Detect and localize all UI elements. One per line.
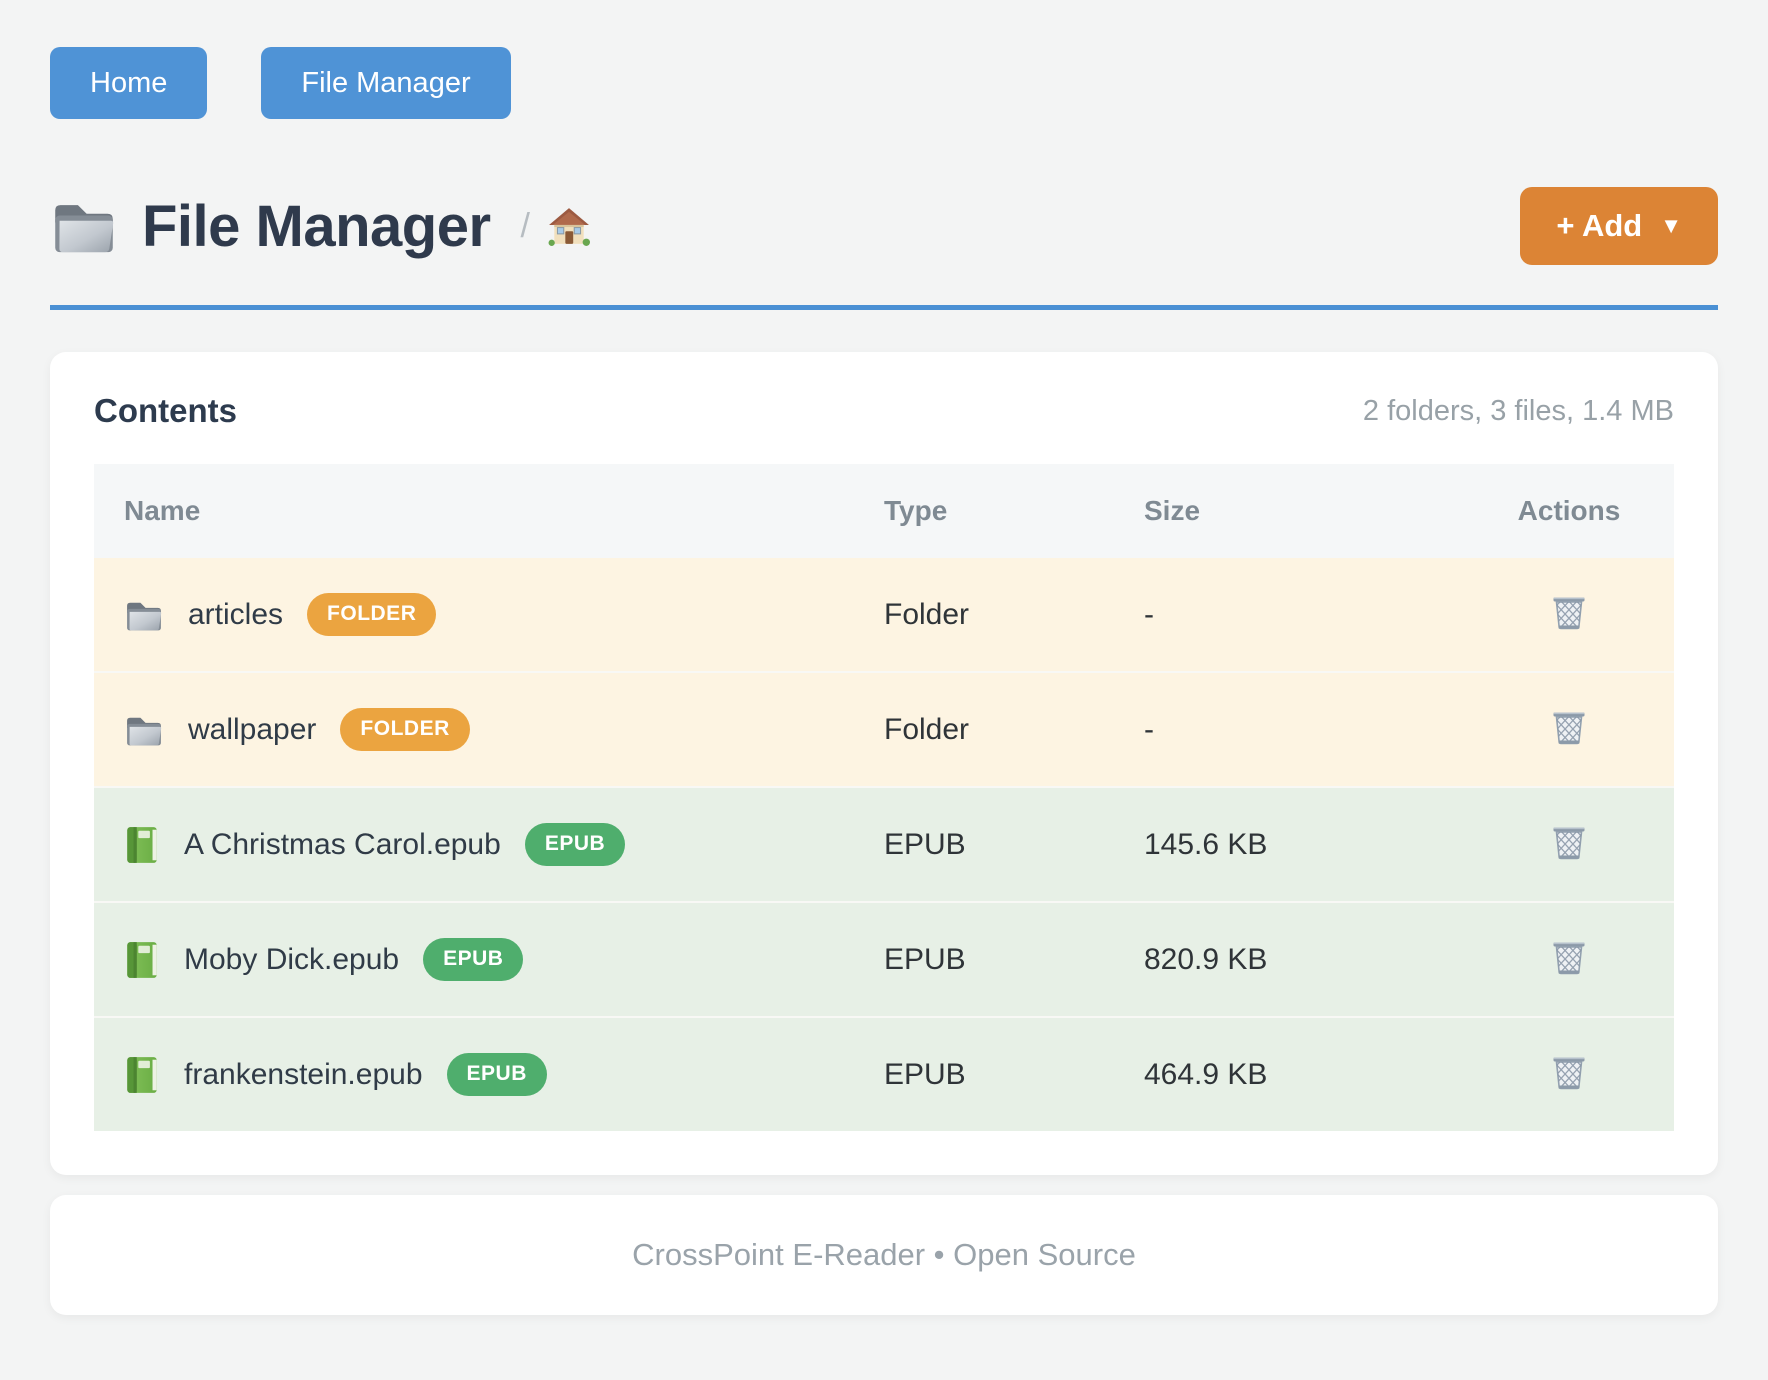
type-cell: EPUB (864, 786, 1124, 902)
column-header-actions: Actions (1464, 464, 1674, 558)
folder-badge: FOLDER (307, 593, 437, 636)
type-cell: Folder (864, 558, 1124, 672)
item-name-link[interactable]: A Christmas Carol.epub (184, 827, 501, 861)
table-row-wallpaper: wallpaper FOLDER Folder - (94, 671, 1674, 787)
name-cell: A Christmas Carol.epub EPUB (94, 786, 864, 902)
folder-icon (50, 195, 118, 257)
size-cell: - (1124, 671, 1464, 787)
trash-icon (1550, 821, 1588, 861)
house-icon (548, 205, 590, 247)
epub-badge: EPUB (446, 1053, 547, 1096)
table-row-frankenstein: frankenstein.epub EPUB EPUB 464.9 KB (94, 1016, 1674, 1131)
book-icon (124, 825, 160, 865)
delete-button[interactable] (1550, 706, 1588, 746)
delete-button[interactable] (1550, 821, 1588, 861)
name-cell: wallpaper FOLDER (94, 671, 864, 787)
table-row-moby-dick: Moby Dick.epub EPUB EPUB 820.9 KB (94, 901, 1674, 1017)
book-icon (124, 1055, 160, 1095)
epub-badge: EPUB (423, 938, 524, 981)
type-cell: EPUB (864, 901, 1124, 1017)
size-cell: 145.6 KB (1124, 786, 1464, 902)
trash-icon (1550, 591, 1588, 631)
name-cell: articles FOLDER (94, 558, 864, 672)
table-header-row: Name Type Size Actions (94, 464, 1674, 558)
name-cell: frankenstein.epub EPUB (94, 1016, 864, 1131)
actions-cell (1464, 558, 1674, 672)
breadcrumb-home-link[interactable] (548, 205, 590, 247)
title-divider (50, 305, 1718, 310)
contents-summary: 2 folders, 3 files, 1.4 MB (1362, 394, 1674, 427)
item-name-link[interactable]: articles (188, 597, 284, 631)
item-name-link[interactable]: Moby Dick.epub (184, 942, 400, 976)
type-cell: Folder (864, 671, 1124, 787)
table-row-christmas-carol: A Christmas Carol.epub EPUB EPUB 145.6 K… (94, 786, 1674, 902)
actions-cell (1464, 901, 1674, 1017)
name-cell: Moby Dick.epub EPUB (94, 901, 864, 1017)
nav-home-button[interactable]: Home (50, 47, 208, 119)
footer-card: CrossPoint E-Reader • Open Source (50, 1195, 1718, 1315)
trash-icon (1550, 1051, 1588, 1091)
title-wrap: File Manager / (50, 193, 590, 260)
item-name-link[interactable]: wallpaper (188, 712, 317, 746)
folder-icon (124, 597, 164, 633)
delete-button[interactable] (1550, 936, 1588, 976)
footer-text: CrossPoint E-Reader • Open Source (632, 1237, 1136, 1272)
delete-button[interactable] (1550, 591, 1588, 631)
caret-down-icon: ▼ (1660, 213, 1682, 238)
top-nav: Home File Manager (50, 0, 1718, 119)
size-cell: 820.9 KB (1124, 901, 1464, 1017)
epub-badge: EPUB (524, 823, 626, 866)
actions-cell (1464, 1016, 1674, 1131)
delete-button[interactable] (1550, 1051, 1588, 1091)
trash-icon (1550, 706, 1588, 746)
folder-icon (124, 712, 164, 748)
size-cell: 464.9 KB (1124, 1016, 1464, 1131)
type-cell: EPUB (864, 1016, 1124, 1131)
actions-cell (1464, 786, 1674, 902)
column-header-name: Name (94, 464, 864, 558)
folder-badge: FOLDER (340, 708, 470, 751)
column-header-size: Size (1124, 464, 1464, 558)
contents-title: Contents (94, 392, 237, 429)
item-name-link[interactable]: frankenstein.epub (184, 1057, 423, 1091)
table-row-articles: articles FOLDER Folder - (94, 558, 1674, 672)
contents-card-header: Contents 2 folders, 3 files, 1.4 MB (94, 392, 1674, 430)
file-manager-page: Home File Manager File Manager / + Add ▼… (50, 0, 1718, 1315)
trash-icon (1550, 936, 1588, 976)
add-button-label: + Add (1556, 208, 1643, 243)
actions-cell (1464, 671, 1674, 787)
size-cell: - (1124, 558, 1464, 672)
book-icon (124, 940, 160, 980)
nav-file-manager-button[interactable]: File Manager (261, 47, 511, 119)
column-header-type: Type (864, 464, 1124, 558)
file-table: Name Type Size Actions articles FOLDER (94, 464, 1674, 1131)
contents-card: Contents 2 folders, 3 files, 1.4 MB Name… (50, 352, 1718, 1175)
breadcrumb-separator: / (520, 206, 530, 245)
page-header: File Manager / + Add ▼ (50, 187, 1718, 265)
page-title: File Manager (142, 193, 491, 259)
add-button[interactable]: + Add ▼ (1520, 187, 1718, 265)
